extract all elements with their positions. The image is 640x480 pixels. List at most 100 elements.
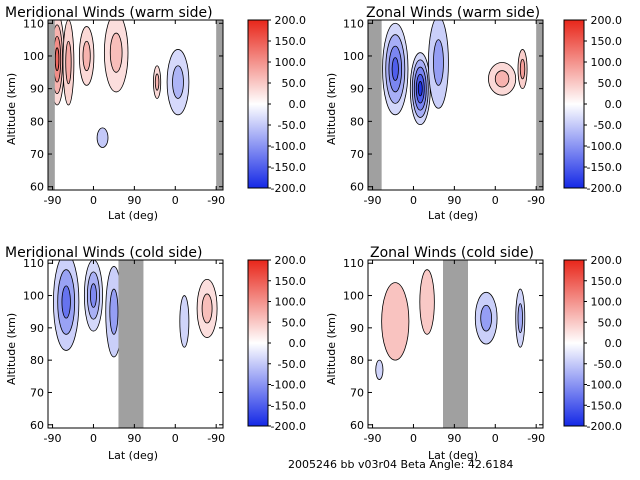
contour-level	[65, 40, 72, 85]
colorbar-tick-label: -200.0	[587, 182, 622, 195]
y-tick-label: 70	[350, 386, 364, 399]
x-axis-label: Lat (deg)	[428, 449, 478, 462]
x-axis-label: Lat (deg)	[108, 449, 158, 462]
y-tick-label: 110	[343, 17, 364, 30]
y-tick-label: 90	[30, 83, 44, 96]
colorbar-tick-label: 100.0	[275, 56, 307, 69]
contour-level	[519, 58, 526, 80]
colorbar-tick-label: -100.0	[271, 379, 306, 392]
y-tick-label: 70	[30, 148, 44, 161]
x-tick-label: -90	[364, 194, 382, 207]
x-tick-label: 0	[410, 432, 417, 445]
contour-region	[517, 49, 528, 90]
chart-title: Meridional Winds (warm side)	[5, 5, 213, 21]
chart-title: Meridional Winds (cold side)	[5, 245, 203, 261]
contour-level	[480, 304, 493, 332]
colorbar-tick-label: 150.0	[275, 275, 307, 288]
y-tick-label: 100	[343, 290, 364, 303]
colorbar-tick-label: 150.0	[591, 275, 623, 288]
contour-level	[109, 288, 119, 335]
colorbar-tick-label: 150.0	[275, 35, 307, 48]
contour-region	[488, 62, 517, 96]
x-tick-label: 0	[172, 194, 179, 207]
plot-area	[48, 260, 223, 428]
colorbar-tick-label: -200.0	[271, 420, 306, 433]
contour-level	[61, 285, 71, 319]
contour-level	[90, 283, 97, 308]
contour-level	[417, 81, 423, 97]
x-tick-label: -90	[44, 194, 62, 207]
y-tick-label: 60	[350, 419, 364, 432]
contour-level	[172, 65, 184, 99]
x-tick-label: 0	[90, 194, 97, 207]
colorbar-tick-label: -200.0	[587, 420, 622, 433]
contour-region	[382, 22, 409, 116]
colorbar-tick-label: 100.0	[591, 296, 623, 309]
colorbar-tick-label: -150.0	[271, 161, 306, 174]
contour-level	[154, 73, 160, 91]
y-tick-label: 90	[30, 322, 44, 335]
contour-level	[494, 70, 510, 88]
y-tick-label: 90	[350, 322, 364, 335]
colorbar-tick-label: 200.0	[275, 254, 307, 267]
contour-region	[196, 278, 218, 338]
plot-frame	[367, 259, 544, 429]
colorbar-tick-label: -100.0	[587, 140, 622, 153]
y-tick-label: 60	[350, 181, 364, 194]
x-axis-label: Lat (deg)	[428, 209, 478, 222]
contour-level	[109, 32, 123, 73]
y-tick-label: 110	[23, 17, 44, 30]
colorbar-tick-label: 100.0	[591, 56, 623, 69]
colorbar-tick-label: -150.0	[587, 161, 622, 174]
x-tick-label: -90	[207, 194, 225, 207]
colorbar-tick-label: 100.0	[275, 296, 307, 309]
colorbar-tick-label: 150.0	[591, 35, 623, 48]
colorbar-tick-label: -150.0	[271, 399, 306, 412]
x-tick-label: 90	[127, 194, 141, 207]
contour-region	[53, 260, 80, 351]
colorbar-tick-label: 0.0	[289, 98, 307, 111]
y-tick-label: 100	[23, 290, 44, 303]
no-data-band	[118, 260, 144, 428]
contour-region	[428, 20, 449, 109]
chart-title: Zonal Winds (cold side)	[370, 245, 534, 261]
colorbar-tick-label: 200.0	[591, 254, 623, 267]
y-tick-label: 100	[23, 50, 44, 63]
x-tick-label: 0	[492, 194, 499, 207]
contour-region	[83, 260, 103, 332]
contour-level	[375, 359, 384, 380]
colorbar-tick-label: -200.0	[271, 182, 306, 195]
contour-level	[179, 295, 190, 348]
contour-level	[419, 269, 435, 335]
contour-region	[375, 359, 384, 380]
x-tick-label: 90	[447, 432, 461, 445]
contour-region	[78, 26, 95, 86]
colorbar-tick-label: -50.0	[278, 358, 306, 371]
colorbar-tick-label: 0.0	[289, 337, 307, 350]
x-tick-label: 90	[447, 194, 461, 207]
x-tick-label: 90	[127, 432, 141, 445]
no-data-band	[443, 260, 468, 428]
contour-level	[82, 40, 91, 72]
x-tick-label: -90	[527, 194, 545, 207]
contour-level	[517, 303, 523, 334]
colorbar-tick-label: -150.0	[587, 399, 622, 412]
chart-title: Zonal Winds (warm side)	[366, 5, 541, 21]
y-tick-label: 90	[350, 83, 364, 96]
contour-region	[419, 269, 435, 335]
y-tick-label: 70	[30, 386, 44, 399]
x-tick-label: 0	[410, 194, 417, 207]
x-tick-label: 0	[90, 432, 97, 445]
colorbar-tick-label: 0.0	[605, 337, 623, 350]
colorbar-tick-label: -100.0	[587, 379, 622, 392]
plot-area	[368, 20, 543, 190]
y-tick-label: 80	[30, 354, 44, 367]
contour-level	[391, 57, 399, 81]
y-tick-label: 110	[23, 257, 44, 270]
colorbar-tick-label: -50.0	[278, 119, 306, 132]
x-axis-label: Lat (deg)	[108, 209, 158, 222]
colorbar	[563, 259, 585, 427]
x-tick-label: -90	[364, 432, 382, 445]
